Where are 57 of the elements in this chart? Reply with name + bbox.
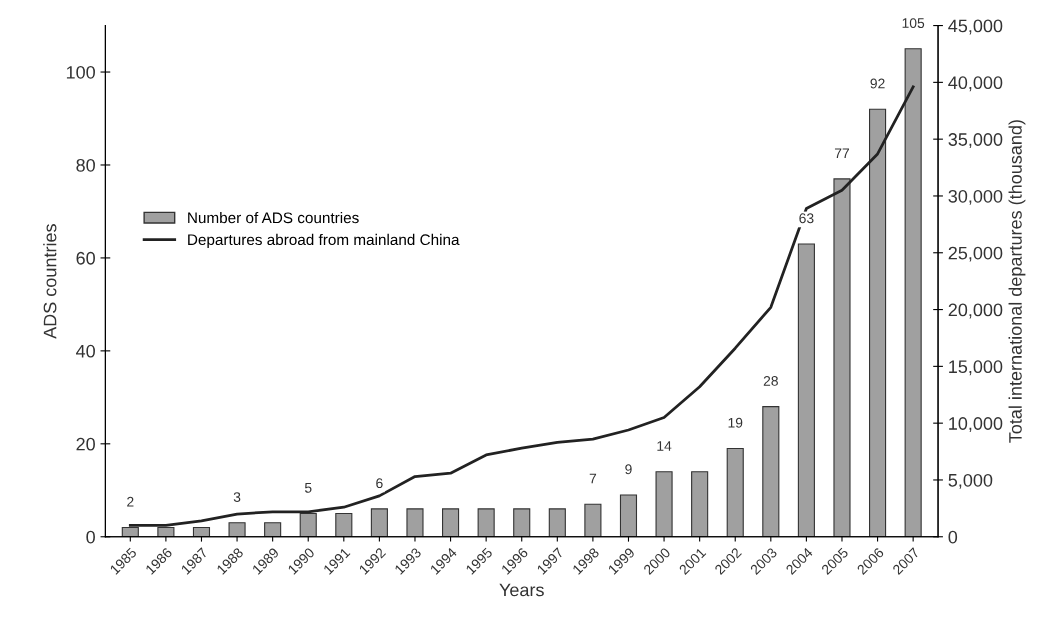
y2-tick-label: 40,000 (948, 76, 1003, 92)
data-label: 105 (902, 18, 925, 28)
bar (157, 526, 175, 537)
bar (335, 512, 353, 537)
bar (442, 508, 460, 537)
data-label: 9 (625, 464, 632, 475)
bar (762, 406, 780, 537)
data-label: 6 (376, 478, 383, 489)
y-tick-label: 80 (76, 158, 95, 172)
data-label: 19 (728, 417, 743, 428)
bar (228, 522, 246, 537)
data-label: 77 (834, 148, 850, 158)
y2-tick-label: 0 (948, 530, 958, 544)
data-label: 28 (763, 376, 778, 386)
data-label: 5 (304, 483, 312, 493)
legend-label: Number of ADS countries (188, 211, 359, 224)
y-tick-label: 60 (76, 251, 95, 265)
bar (797, 243, 815, 537)
y2-tick-label: 30,000 (948, 189, 1003, 205)
y-tick-label: 40 (76, 344, 95, 358)
y2-tick-label: 45,000 (948, 19, 1003, 35)
data-label: 63 (799, 213, 814, 224)
data-label: 3 (233, 492, 241, 503)
bar (904, 48, 922, 537)
bar (584, 503, 602, 537)
y2-tick-label: 5,000 (948, 473, 993, 489)
bar (264, 522, 282, 537)
y-tick-label: 20 (76, 437, 95, 451)
y2-tick-label: 10,000 (949, 417, 1003, 433)
y2-tick-label: 35,000 (948, 133, 1003, 149)
y2-axis-title: Total international departures (thousand) (1008, 120, 1026, 443)
y2-tick-label: 20,000 (948, 303, 1003, 319)
y2-tick-label: 15,000 (949, 360, 1003, 376)
bar (833, 178, 851, 537)
bar (869, 108, 887, 537)
y-tick-label: 0 (86, 530, 95, 544)
bar (477, 508, 495, 537)
bar (726, 447, 744, 537)
bar (513, 508, 531, 537)
data-label: 2 (127, 496, 134, 507)
legend-label: Departures abroad from mainland China (188, 233, 460, 249)
bar (192, 526, 211, 537)
y-axis-title: ADS countries (43, 224, 57, 339)
y-tick-label: 100 (66, 65, 95, 79)
bar (406, 508, 424, 537)
data-label: 92 (870, 78, 885, 89)
y2-tick-label: 25,000 (948, 246, 1003, 262)
bar (655, 471, 673, 537)
data-label: 14 (657, 441, 672, 451)
bar (299, 512, 317, 537)
bar (691, 471, 709, 537)
x-axis-title: Years (499, 583, 544, 597)
bar (619, 494, 638, 537)
bar (121, 526, 139, 537)
bar (370, 508, 388, 537)
data-label: 7 (589, 473, 597, 484)
bar (548, 508, 566, 537)
